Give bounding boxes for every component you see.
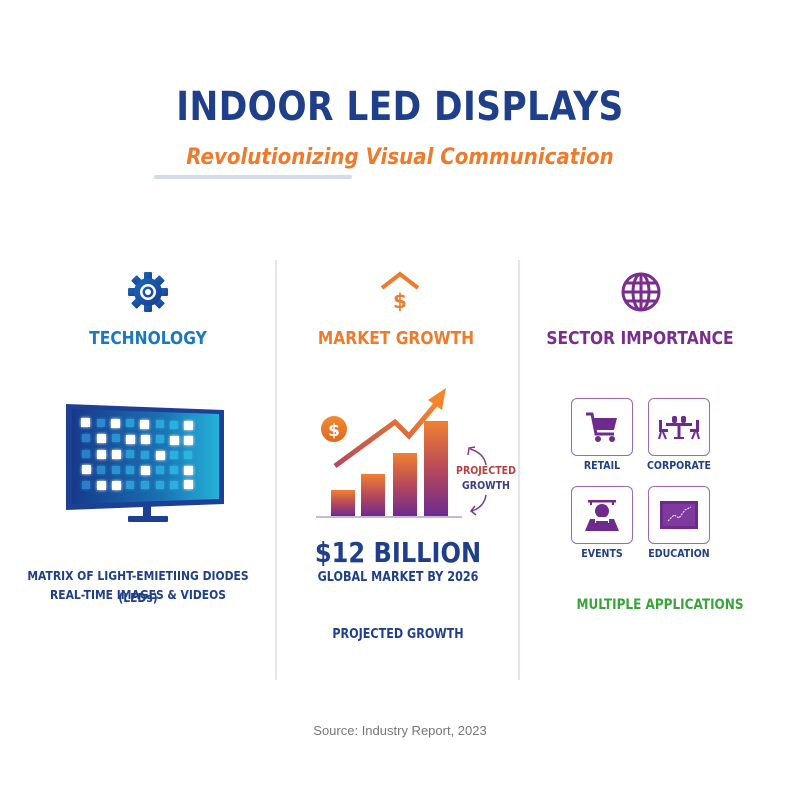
source-citation: Source: Industry Report, 2023 [313,723,487,738]
gear-icon [128,272,168,312]
page-title: INDOOR LED DISPLAYS [176,84,624,130]
led-monitor-illustration [66,404,224,522]
sector-label-events: EVENTS [581,547,623,560]
dollar-coin-icon [321,416,347,442]
bar-2 [361,474,385,516]
page-subtitle: Revolutionizing Visual Communication [186,145,614,170]
sector-tile-events [571,486,633,544]
column-divider-left [275,260,277,680]
sector-label-retail: RETAIL [583,459,621,472]
shopping-cart-icon [586,412,617,442]
chart-annotation-line2: GROWTH [462,479,510,492]
bar-1 [331,490,355,516]
sector-label-corporate: CORPORATE [646,459,712,472]
sector-tile-retail [571,398,633,456]
subtitle-underline [154,175,352,179]
cycle-arrows-icon [467,446,487,516]
chart-annotation: PROJECTED GROWTH [452,463,521,493]
sector-importance-title: SECTOR IMPORTANCE [546,328,734,349]
svg-text:$: $ [328,421,340,441]
sector-tile-corporate [648,398,710,456]
market-value: $12 BILLION [314,536,482,569]
bar-4 [424,421,448,516]
market-value-caption: GLOBAL MARKET BY 2026 [317,570,479,585]
technology-title: TECHNOLOGY [89,328,207,349]
market-growth-footer: PROJECTED GROWTH [332,627,464,642]
chalkboard-chart-icon [660,501,698,529]
sector-importance-footer: MULTIPLE APPLICATIONS [576,597,744,613]
bar-3 [393,453,417,516]
market-growth-title: MARKET GROWTH [317,328,475,349]
house-dollar-icon: $ [380,271,420,313]
chart-annotation-line1: PROJECTED [456,464,516,477]
column-divider-right [518,260,520,680]
speaker-podium-icon [585,500,619,531]
technology-description-line2: REAL-TIME IMAGES & VIDEOS [49,587,227,602]
sector-label-education: EDUCATION [648,547,710,560]
meeting-table-icon [658,416,700,440]
growth-bar-chart: $ [316,388,462,518]
globe-icon [621,272,661,312]
technology-description-line1: MATRIX OF LIGHT-EMIETIING DIODES (LEDs) [27,568,249,605]
svg-text:$: $ [393,289,407,313]
sector-tile-education [648,486,710,544]
